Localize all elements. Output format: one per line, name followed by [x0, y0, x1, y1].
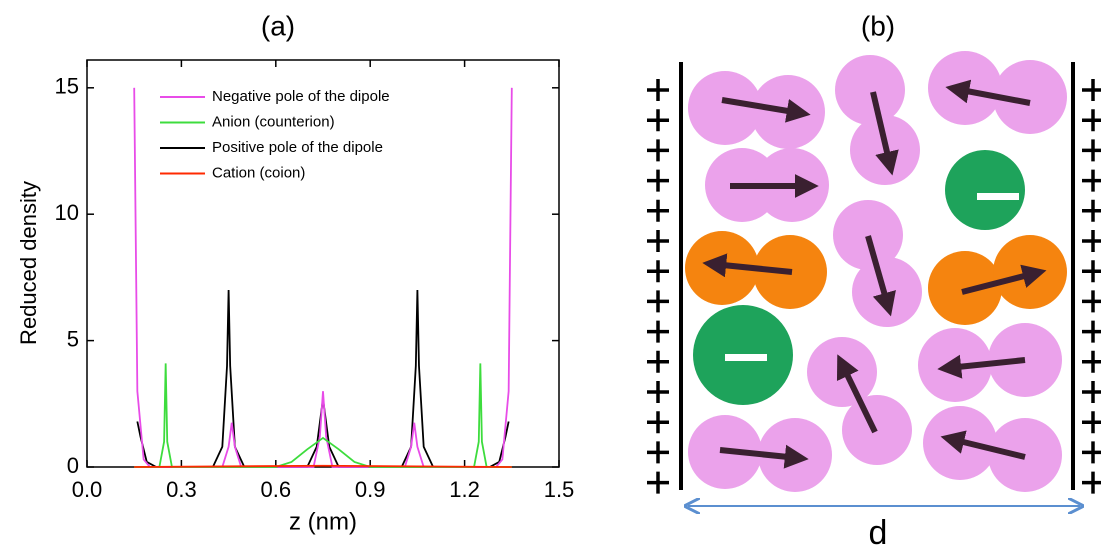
series-line [136, 290, 510, 468]
y-axis-label: Reduced density [16, 181, 41, 345]
plus-sign [647, 441, 669, 464]
y-tick-label: 15 [55, 74, 79, 99]
gap-label: d [869, 514, 888, 550]
plus-sign [1082, 199, 1101, 222]
plus-sign [1082, 381, 1101, 403]
x-tick-label: 0.9 [355, 477, 386, 502]
dipole-arrow [721, 97, 811, 123]
y-tick-label: 10 [55, 200, 79, 225]
dipole-arrow [937, 354, 1026, 379]
chart-title: (a) [261, 10, 295, 41]
dipole-arrow [719, 444, 809, 469]
pole [993, 60, 1067, 134]
plus-sign [647, 260, 669, 283]
plus-sign [1082, 290, 1101, 313]
legend-label: Cation (coion) [212, 164, 305, 181]
plot-area: 0.0 0.3 0.6 0.9 1.2 1.5 0 5 10 15 Negative pole of… [55, 60, 575, 502]
plus-sign [1082, 350, 1101, 373]
diagram-title: (b) [861, 10, 895, 41]
x-axis-label: z (nm) [289, 508, 357, 535]
x-tick-label: 0.3 [166, 477, 197, 502]
pole [835, 55, 905, 125]
cation-pole [928, 251, 1002, 325]
x-tick-label: 1.2 [449, 477, 480, 502]
plus-sign [647, 320, 669, 343]
minus-sign [977, 193, 1019, 200]
plus-sign [647, 139, 669, 162]
charges [647, 79, 1101, 494]
plus-sign [1082, 260, 1101, 283]
plus-sign [1082, 320, 1101, 343]
plus-sign [1082, 79, 1101, 101]
dipole-arrow [702, 253, 793, 278]
plus-sign [647, 381, 669, 403]
pole [833, 200, 903, 270]
dipole-arrow [870, 91, 899, 176]
minus-sign [725, 354, 767, 361]
anion [945, 150, 1025, 230]
plus-sign [1082, 411, 1101, 434]
dipole-arrow [961, 264, 1047, 295]
plus-sign [1082, 441, 1101, 464]
y-tick-label: 5 [67, 326, 79, 351]
plus-sign [647, 290, 669, 313]
molecules [685, 51, 1067, 492]
plus-sign [647, 79, 669, 101]
plus-sign [647, 471, 669, 494]
plus-sign [1082, 169, 1101, 192]
y-tick-label: 0 [67, 453, 79, 478]
series-line [134, 464, 512, 468]
pole [688, 71, 762, 145]
dipole-arrow [945, 79, 1031, 106]
legend-label: Positive pole of the dipole [212, 139, 383, 156]
plus-sign [647, 350, 669, 373]
plus-sign [647, 411, 669, 434]
x-tick-label: 0.0 [72, 477, 103, 502]
plus-sign [1082, 139, 1101, 162]
plus-sign [1082, 109, 1101, 132]
plus-sign [1082, 230, 1101, 252]
dipole-arrow [940, 430, 1026, 460]
legend-label: Negative pole of the dipole [212, 88, 390, 105]
legend-label: Anion (counterion) [212, 113, 335, 130]
dipole-arrow [865, 235, 896, 317]
x-tick-label: 0.6 [261, 477, 292, 502]
plus-sign [647, 199, 669, 222]
pole [807, 337, 877, 407]
plus-sign [647, 169, 669, 192]
plot-frame [86, 59, 560, 468]
plus-sign [1082, 471, 1101, 494]
series-line [134, 363, 512, 468]
x-tick-label: 1.5 [544, 477, 575, 502]
diagram: (b) [647, 10, 1101, 552]
plus-sign [647, 109, 669, 132]
plus-sign [647, 230, 669, 252]
dipole-arrow [836, 354, 878, 434]
